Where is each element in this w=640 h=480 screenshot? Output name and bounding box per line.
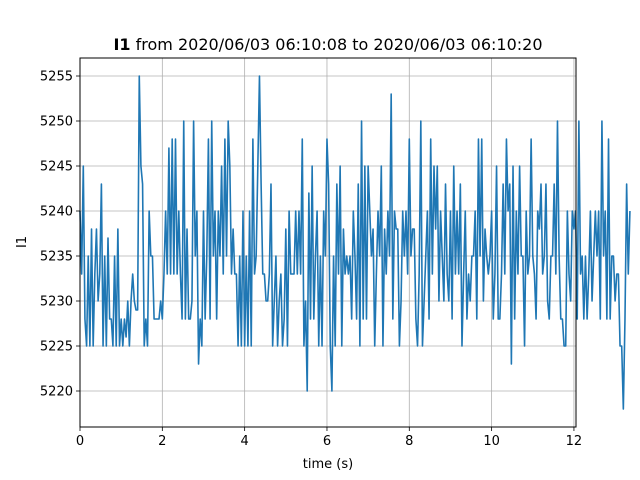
x-axis-label: time (s) <box>303 457 353 472</box>
chart-title-bold: I1 <box>113 35 130 54</box>
x-tick-label: 0 <box>76 434 84 449</box>
x-tick-label: 8 <box>405 434 413 449</box>
grid-lines <box>79 58 576 427</box>
series-line-0 <box>79 75 631 410</box>
x-tick-label: 4 <box>241 434 249 449</box>
y-axis-ticks: 5220 5225 5230 5235 5240 5245 5250 5255 <box>40 70 80 400</box>
y-tick-label: 5240 <box>40 205 73 220</box>
series-layer <box>79 75 631 410</box>
y-tick-label: 5255 <box>40 70 73 85</box>
x-tick-label: 2 <box>158 434 166 449</box>
x-tick-label: 10 <box>483 434 500 449</box>
x-tick-label: 12 <box>566 434 583 449</box>
y-axis-label: I1 <box>15 236 30 248</box>
x-tick-label: 6 <box>323 434 331 449</box>
y-tick-label: 5220 <box>40 385 73 400</box>
y-tick-label: 5230 <box>40 295 73 310</box>
y-tick-label: 5235 <box>40 250 73 265</box>
y-tick-label: 5245 <box>40 160 73 175</box>
plot-frame <box>79 57 577 428</box>
chart-title: I1 from 2020/06/03 06:10:08 to 2020/06/0… <box>113 35 542 54</box>
chart-title-rest: from 2020/06/03 06:10:08 to 2020/06/03 0… <box>131 35 543 54</box>
y-tick-label: 5225 <box>40 340 73 355</box>
y-tick-label: 5250 <box>40 115 73 130</box>
x-axis-ticks: 0 2 4 6 8 10 12 <box>76 427 582 449</box>
